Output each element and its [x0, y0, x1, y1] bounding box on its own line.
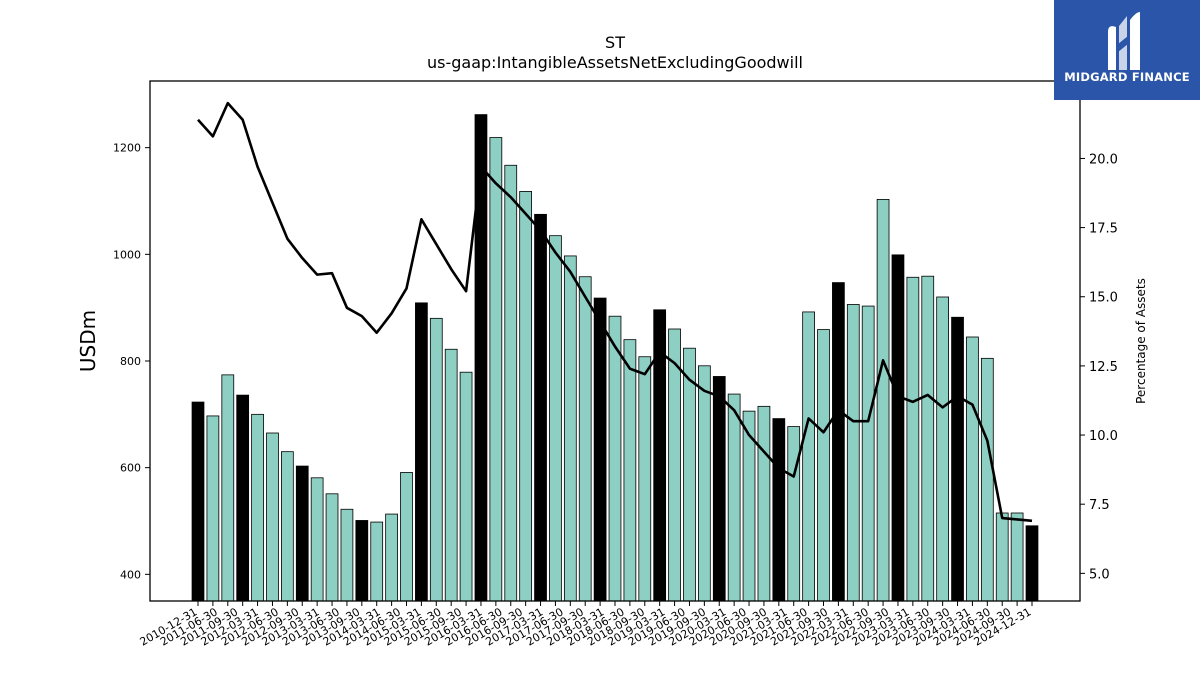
bar-2011-09-30 [236, 394, 250, 602]
y2-tick-label: 20.0 [1089, 152, 1118, 167]
bar-2019-12-31 [727, 393, 741, 602]
bar-2015-09-30 [474, 114, 488, 602]
y2-axis-label: Percentage of Assets [1134, 278, 1148, 404]
bar-2020-09-30 [772, 418, 786, 602]
bar-2017-12-31 [608, 315, 622, 602]
bar-2023-09-30 [951, 316, 964, 602]
bar-2011-03-31 [206, 415, 220, 602]
bar-2021-09-30 [832, 282, 845, 602]
bar-2023-03-31 [921, 275, 935, 602]
bar-2013-06-30 [340, 508, 354, 602]
plot-frame [149, 80, 1081, 602]
bar-2024-06-30 [995, 512, 1009, 602]
bar-2015-12-31 [489, 137, 503, 602]
y-tick-label: 600 [120, 462, 141, 475]
brand-name: MIDGARD FINANCE [1064, 70, 1190, 84]
bar-2019-06-30 [698, 365, 711, 602]
bar-2016-12-31 [549, 235, 562, 602]
bar-2012-09-30 [295, 465, 309, 602]
bar-2015-03-31 [444, 348, 458, 602]
chart-title: ST [605, 33, 625, 52]
bar-2017-03-31 [563, 255, 577, 602]
x-axis: 2010-12-312011-06-302011-09-302012-03-31… [138, 601, 1034, 649]
y-axis-right: 5.0 7.5 10.0 12.5 15.0 17.5 20.0 [1080, 152, 1118, 582]
bar-2012-03-31 [266, 432, 279, 602]
bar-2018-12-31 [668, 328, 681, 602]
y-axis-left: 400 600 800 1000 1200 [113, 142, 150, 581]
bar-2018-06-30 [638, 356, 652, 602]
y-tick-label: 1200 [113, 142, 141, 155]
series-line-percentage-of-assets [197, 101, 1033, 523]
bar-2021-03-31 [802, 311, 815, 602]
bar-2012-12-31 [310, 477, 324, 602]
bar-2023-12-31 [966, 336, 979, 602]
bar-2014-06-30 [400, 472, 413, 602]
bar-2011-12-31 [251, 413, 264, 602]
bar-2013-03-31 [325, 493, 339, 602]
bar-2016-09-30 [534, 213, 547, 602]
bar-2018-03-31 [623, 339, 637, 602]
y-tick-label: 400 [120, 568, 141, 581]
bar-2014-12-31 [429, 317, 443, 602]
y-axis-label: USDm [76, 310, 100, 372]
y-tick-label: 1000 [113, 248, 141, 261]
bar-2013-12-31 [370, 521, 384, 602]
bar-2012-06-30 [280, 451, 294, 602]
y-tick-label: 800 [120, 355, 141, 368]
y2-tick-label: 7.5 [1089, 498, 1110, 513]
chart-subtitle: us-gaap:IntangibleAssetsNetExcludingGood… [427, 53, 803, 72]
bar-2016-06-30 [519, 190, 533, 602]
bar-2019-09-30 [712, 376, 726, 602]
bar-2022-09-30 [891, 254, 905, 602]
bar-2021-06-30 [817, 329, 830, 602]
bar-2017-06-30 [578, 276, 592, 602]
bar-2022-03-31 [861, 305, 875, 602]
bars-group [191, 114, 1039, 602]
bar-2021-12-31 [846, 304, 860, 602]
y2-tick-label: 15.0 [1089, 291, 1118, 306]
bar-2013-09-30 [355, 520, 369, 602]
bar-2019-03-31 [683, 347, 696, 602]
bar-2022-12-31 [906, 276, 920, 602]
bar-2014-03-31 [385, 513, 398, 602]
y2-tick-label: 12.5 [1089, 360, 1118, 375]
y2-tick-label: 5.0 [1089, 567, 1110, 582]
brand-logo: MIDGARD FINANCE [1054, 0, 1200, 100]
line-group [197, 101, 1033, 523]
bar-2011-06-30 [221, 374, 235, 602]
y2-tick-label: 17.5 [1089, 222, 1118, 237]
bar-2017-09-30 [593, 297, 607, 602]
bar-2020-12-31 [787, 426, 801, 602]
y2-tick-label: 10.0 [1089, 429, 1118, 444]
bar-2015-06-30 [459, 371, 473, 602]
bar-2024-12-31 [1025, 525, 1039, 602]
bar-2024-09-30 [1010, 512, 1024, 602]
bar-2010-12-31 [191, 401, 205, 602]
midgard-logo-icon [1108, 12, 1140, 71]
bar-2024-03-31 [980, 357, 994, 602]
bar-2022-06-30 [876, 198, 890, 602]
bar-2016-03-31 [504, 164, 518, 602]
bar-2023-06-30 [936, 296, 950, 602]
bar-2020-06-30 [757, 405, 771, 602]
bar-2014-09-30 [415, 302, 428, 602]
